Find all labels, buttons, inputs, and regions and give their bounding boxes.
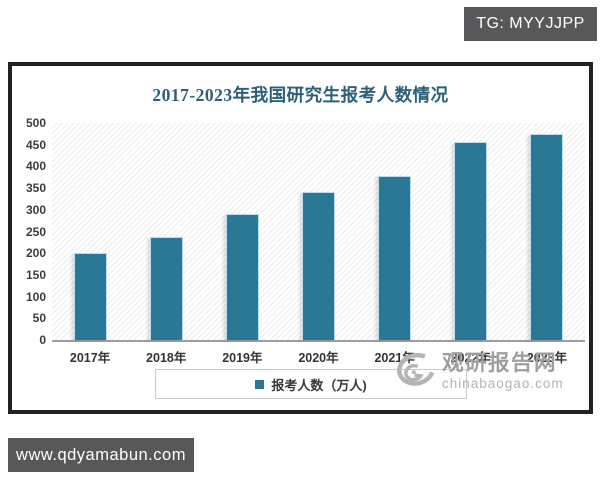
source-site-text: www.qdyamabun.com [16, 445, 186, 464]
x-axis-label: 2017年 [69, 351, 111, 365]
bar-slot [357, 123, 433, 340]
chart-title: 2017-2023年我国研究生报考人数情况 [152, 85, 449, 105]
y-tick-label: 200 [25, 246, 46, 261]
source-site-badge: www.qdyamabun.com [8, 438, 194, 472]
watermark-site-url: chinabaogao.com [442, 376, 564, 391]
y-axis-tick-labels: 500 450 400 350 300 250 200 150 100 50 0 [12, 116, 46, 347]
telegram-contact-badge: TG: MYYJJPP [464, 7, 597, 41]
bar-2022年 [454, 141, 488, 340]
bar-slot [509, 123, 585, 340]
y-tick-label: 300 [25, 202, 46, 217]
bar-2017年 [73, 252, 107, 340]
x-axis-label: 2020年 [298, 351, 339, 365]
y-tick-label: 350 [25, 181, 46, 196]
y-tick-label: 400 [25, 159, 46, 174]
y-tick-label: 450 [25, 137, 46, 152]
telegram-contact-text: TG: MYYJJPP [476, 15, 585, 32]
bar-slot [52, 123, 128, 340]
x-axis-label: 2019年 [222, 351, 263, 365]
chart-frame: 2017-2023年我国研究生报考人数情况 500 450 400 350 300 250… [8, 62, 593, 414]
bar-slot [204, 123, 280, 340]
legend-square-marker-icon [255, 379, 265, 389]
y-tick-label: 500 [25, 116, 46, 130]
bar-2019年 [225, 214, 259, 340]
y-tick-label: 0 [39, 333, 46, 347]
bar-slot [280, 123, 356, 340]
bar-2018年 [149, 236, 183, 340]
x-axis-label: 2023年 [526, 351, 568, 365]
bar-slot [128, 123, 204, 340]
x-axis-label: 2022年 [450, 351, 491, 365]
bar-slot [433, 123, 509, 340]
bar-2020年 [301, 192, 335, 340]
y-tick-label: 250 [25, 224, 46, 239]
watermark-site-name: 观研报告网 [442, 351, 558, 375]
x-axis-labels: 2017年 2018年 2019年 2020年 2021年 2022年 2023年 [52, 347, 585, 365]
bar-2023年 [530, 134, 564, 340]
legend-label: 报考人数（万人) [271, 377, 367, 393]
plot-area [52, 123, 585, 342]
y-tick-label: 50 [32, 311, 46, 326]
watermark-text: 观研报告网 chinabaogao.com [442, 350, 564, 391]
y-tick-label: 150 [25, 267, 46, 282]
bar-2021年 [378, 176, 412, 340]
swirl-logo-icon [397, 352, 435, 386]
watermark: 观研报告网 chinabaogao.com [392, 350, 592, 402]
x-axis-label: 2018年 [146, 351, 187, 365]
y-tick-label: 100 [25, 289, 46, 304]
